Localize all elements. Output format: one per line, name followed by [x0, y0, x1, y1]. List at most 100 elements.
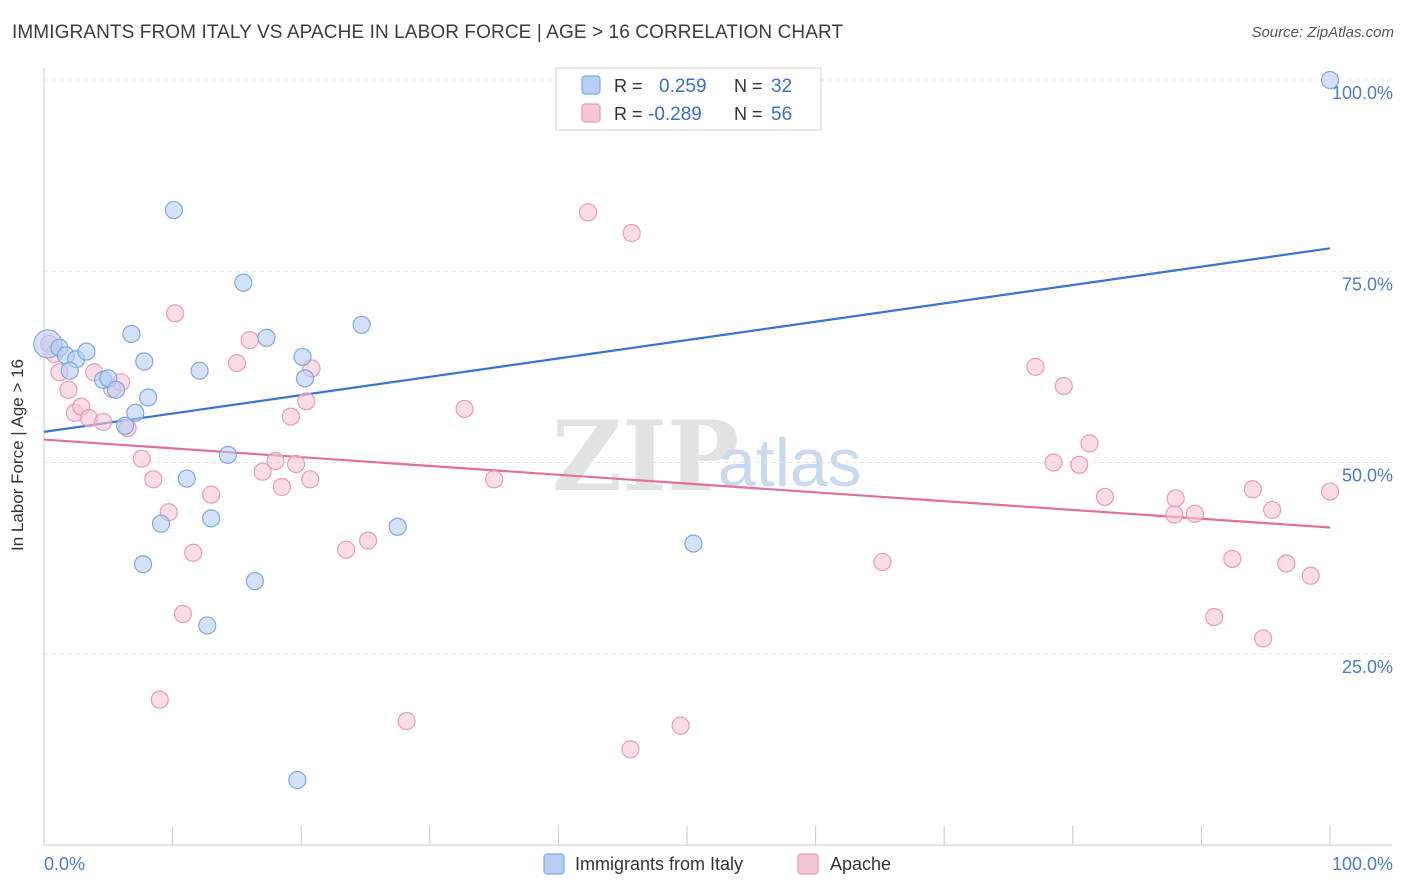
apache-point — [281, 407, 301, 426]
apache-point — [337, 540, 356, 559]
apache-n-label: N = — [734, 104, 763, 124]
y-tick-label-25: 25.0% — [1342, 657, 1393, 677]
y-tick-label-50: 50.0% — [1342, 466, 1393, 486]
apache-point — [1254, 629, 1273, 648]
apache-point — [485, 470, 504, 489]
italy-point — [257, 328, 276, 347]
apache-point — [1044, 453, 1063, 472]
stats-legend-box: R = 0.259 N = 32 R = -0.289 N = 56 — [555, 67, 822, 131]
watermark-zip: ZIP — [552, 400, 739, 513]
apache-point — [578, 203, 598, 222]
apache-point — [1080, 434, 1099, 453]
apache-point — [144, 470, 163, 489]
y-tick-labels: 25.0% 50.0% 75.0% 100.0% — [1332, 83, 1393, 677]
apache-point — [173, 604, 192, 624]
italy-trend-line — [43, 247, 1331, 433]
italy-points — [33, 70, 1340, 790]
italy-point — [352, 315, 371, 334]
watermark: ZIP atlas — [552, 400, 862, 513]
apache-point — [1185, 504, 1205, 523]
italy-point — [139, 388, 158, 407]
apache-trend-line — [43, 438, 1331, 529]
apache-point — [1223, 549, 1242, 568]
apache-point — [227, 353, 246, 373]
apache-point — [301, 470, 320, 489]
legend-label-apache: Apache — [830, 854, 891, 874]
apache-point — [266, 451, 285, 471]
apache-point — [621, 740, 640, 759]
apache-points — [40, 203, 1340, 759]
apache-point — [1320, 482, 1340, 501]
apache-point — [184, 543, 203, 562]
italy-point — [77, 342, 96, 361]
italy-r-value: 0.259 — [659, 76, 707, 97]
apache-point — [1263, 500, 1282, 520]
italy-point — [234, 273, 253, 292]
italy-n-label: N = — [734, 76, 763, 96]
apache-point — [873, 552, 892, 572]
italy-point — [126, 403, 145, 422]
apache-point — [1026, 357, 1045, 376]
italy-point — [245, 571, 265, 591]
x-tick-labels: 0.0% 100.0% — [44, 854, 1393, 874]
axes — [43, 68, 1392, 846]
legend-swatch-italy — [543, 853, 565, 875]
italy-point — [202, 509, 221, 528]
italy-point — [60, 361, 79, 380]
apache-n-value: 56 — [771, 104, 792, 125]
italy-point — [190, 361, 209, 380]
italy-point — [684, 534, 703, 553]
italy-point — [122, 324, 141, 344]
italy-point — [177, 469, 196, 488]
apache-point — [455, 399, 474, 419]
apache-point — [94, 412, 113, 432]
series-legend: Immigrants from Italy Apache — [543, 853, 891, 875]
apache-point — [671, 716, 690, 735]
apache-point — [166, 304, 185, 323]
apache-point — [297, 392, 316, 411]
italy-point — [295, 369, 315, 388]
chart-title: IMMIGRANTS FROM ITALY VS APACHE IN LABOR… — [12, 22, 844, 43]
trend-lines — [43, 247, 1331, 529]
italy-point — [164, 200, 183, 220]
chart-source: Source: ZipAtlas.com — [1251, 24, 1394, 41]
apache-point — [240, 331, 259, 350]
x-tick-label-min: 0.0% — [44, 854, 85, 874]
italy-point — [106, 380, 126, 399]
apache-r-label: R = — [614, 104, 643, 124]
italy-point — [218, 445, 237, 464]
y-tick-label-100: 100.0% — [1332, 83, 1393, 103]
apache-point — [1070, 455, 1089, 474]
apache-point — [286, 454, 306, 474]
italy-swatch-stats — [581, 75, 601, 95]
apache-point — [1165, 505, 1184, 524]
apache-point — [1054, 376, 1073, 396]
italy-point — [115, 416, 135, 435]
apache-point — [132, 449, 151, 468]
apache-point — [253, 462, 272, 481]
apache-point — [150, 690, 169, 709]
apache-point — [1277, 554, 1296, 573]
legend-swatch-apache — [797, 853, 819, 875]
italy-point — [198, 616, 217, 635]
italy-point — [151, 514, 171, 533]
apache-r-value: -0.289 — [648, 104, 702, 125]
italy-n-value: 32 — [771, 76, 792, 97]
apache-point — [1301, 566, 1320, 585]
apache-point — [622, 223, 641, 243]
apache-point — [202, 485, 221, 504]
italy-point — [288, 770, 307, 790]
y-tick-label-75: 75.0% — [1342, 274, 1393, 294]
grid-lines — [44, 79, 1392, 655]
apache-swatch-stats — [581, 103, 601, 123]
apache-point — [272, 477, 292, 497]
italy-point — [135, 352, 154, 371]
apache-point — [1205, 607, 1224, 627]
apache-point — [1095, 487, 1115, 507]
x-tick-label-max: 100.0% — [1332, 854, 1393, 874]
apache-point — [358, 531, 378, 550]
apache-point — [1166, 489, 1185, 508]
italy-point — [293, 347, 312, 367]
italy-r-label: R = — [614, 76, 643, 96]
